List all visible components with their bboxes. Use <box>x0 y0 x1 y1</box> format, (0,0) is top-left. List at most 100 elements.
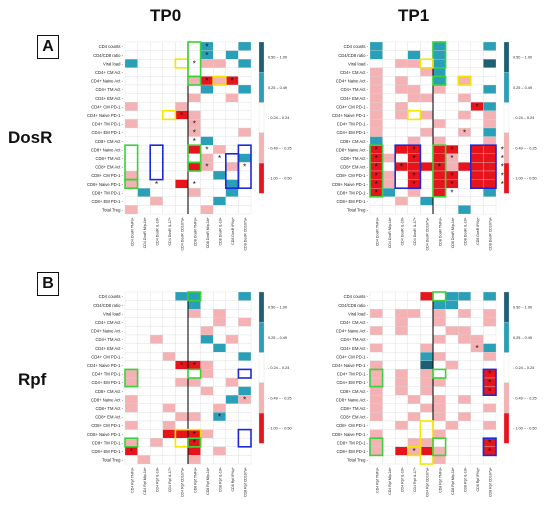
heatmap-cell <box>420 446 434 456</box>
heatmap-cell <box>137 360 151 370</box>
heatmap-cell <box>382 412 396 422</box>
legend-swatch <box>503 41 510 73</box>
heatmap-cell <box>162 446 176 456</box>
heatmap-cell <box>124 153 138 163</box>
heatmap-cell <box>200 153 214 163</box>
row-label: CD4+ EM PD-1 - <box>336 130 368 135</box>
heatmap-cell <box>213 170 226 180</box>
heatmap-cell <box>458 162 471 172</box>
legend-swatch <box>258 41 265 73</box>
column-label: CD8 Rpf IFNγ+ <box>476 467 480 491</box>
significance-star: * <box>205 51 208 60</box>
row-title-dosr: DosR <box>8 128 53 147</box>
heatmap-cell <box>369 205 383 215</box>
heatmap-cell <box>137 300 151 310</box>
row-label: CD8+ TM PD-1 - <box>337 440 369 445</box>
heatmap-cell <box>187 300 201 310</box>
heatmap-cell <box>382 136 396 146</box>
heatmap-cell <box>124 93 138 103</box>
heatmap-cell <box>150 188 163 197</box>
heatmap-cell <box>420 386 434 396</box>
heatmap-cell <box>175 84 189 94</box>
heatmap-cell <box>369 334 383 344</box>
heatmap-cell <box>175 136 189 146</box>
heatmap-cell <box>124 352 138 361</box>
heatmap-cell <box>150 127 163 137</box>
heatmap-cell <box>432 420 446 430</box>
heatmap-cell <box>175 446 189 456</box>
row-label: Viral load - <box>348 311 369 316</box>
column-label: CD4 DosR Mip-1b+ <box>388 217 392 248</box>
heatmap-cell <box>395 179 408 189</box>
heatmap-cell <box>124 326 138 336</box>
heatmap-cell <box>458 300 471 310</box>
heatmap-cell <box>458 179 471 189</box>
row-label: CD4 counts - <box>99 44 124 49</box>
heatmap-cell <box>432 412 446 422</box>
heatmap-cell <box>420 67 434 77</box>
yellow-highlight-box <box>457 75 472 86</box>
heatmap-cell <box>175 386 189 396</box>
legend-label: 0.25 – 0.49 <box>268 86 287 90</box>
heatmap-cell <box>483 67 497 77</box>
heatmap-cell <box>458 67 471 77</box>
heatmap-cell <box>483 360 497 370</box>
heatmap-cell <box>238 386 252 396</box>
heatmap-cell <box>150 205 163 215</box>
heatmap-cell <box>175 196 189 206</box>
heatmap-cell <box>238 119 252 129</box>
heatmap-cell <box>213 343 226 353</box>
heatmap-cell <box>420 102 434 111</box>
row-label: CD4+ TM Act - <box>341 337 369 342</box>
heatmap-cell <box>445 59 459 68</box>
heatmap-cell <box>445 110 459 120</box>
heatmap-cell <box>124 145 138 154</box>
column-label: CD4 Rpf TNFα+ <box>375 467 379 493</box>
legend-label: - 1.00 – - 0.50 <box>268 427 292 431</box>
heatmap-cell <box>420 300 434 310</box>
column-label: CD8 Rpf Mip-1b+ <box>206 467 210 495</box>
significance-star: * <box>463 128 466 137</box>
heatmap-cell <box>382 59 396 68</box>
heatmap-cell <box>407 93 421 103</box>
significance-star: * <box>488 378 491 387</box>
heatmap-cell <box>137 127 151 137</box>
heatmap-cell <box>483 317 497 327</box>
row-label: CD4/CD8 ratio - <box>338 53 368 58</box>
heatmap-cell <box>124 438 138 447</box>
row-label: CD8+ CM PD-1 - <box>91 173 123 178</box>
heatmap-cell <box>432 334 446 344</box>
heatmap-cell <box>137 153 151 163</box>
panel-letter-b: B <box>37 272 59 296</box>
heatmap-cell <box>187 153 201 163</box>
heatmap-cell <box>432 67 446 77</box>
row-label: CD4+ CM PD-1 - <box>91 354 123 359</box>
heatmap-cell <box>238 403 252 413</box>
heatmap-cell <box>432 386 446 396</box>
heatmap-cell <box>382 153 396 163</box>
heatmap-cell <box>382 403 396 413</box>
heatmap-cell <box>187 334 201 344</box>
legend-swatch <box>503 322 510 353</box>
heatmap-cell <box>200 429 214 439</box>
heatmap-cell <box>124 196 138 206</box>
legend-label: - 1.00 – - 0.50 <box>513 177 537 181</box>
heatmap-cell <box>470 188 484 197</box>
heatmap-cell <box>407 59 421 68</box>
heatmap-cell <box>483 205 497 215</box>
heatmap-cell <box>238 170 252 180</box>
heatmap-cell <box>162 412 176 422</box>
heatmap-cell <box>407 119 421 129</box>
column-label: CD8 DosR CD107a+ <box>489 217 493 250</box>
heatmap-cell <box>162 343 176 353</box>
heatmap-cell <box>458 317 471 327</box>
heatmap-cell <box>213 93 226 103</box>
heatmap-cell <box>420 162 434 172</box>
heatmap-cell <box>137 179 151 189</box>
row-label: CD8+ TM PD-1 - <box>92 190 124 195</box>
heatmap-cell <box>369 403 383 413</box>
heatmap-cell <box>407 377 421 387</box>
green-highlight-box <box>432 437 447 457</box>
heatmap-cell <box>175 317 189 327</box>
heatmap-cell <box>200 317 214 327</box>
